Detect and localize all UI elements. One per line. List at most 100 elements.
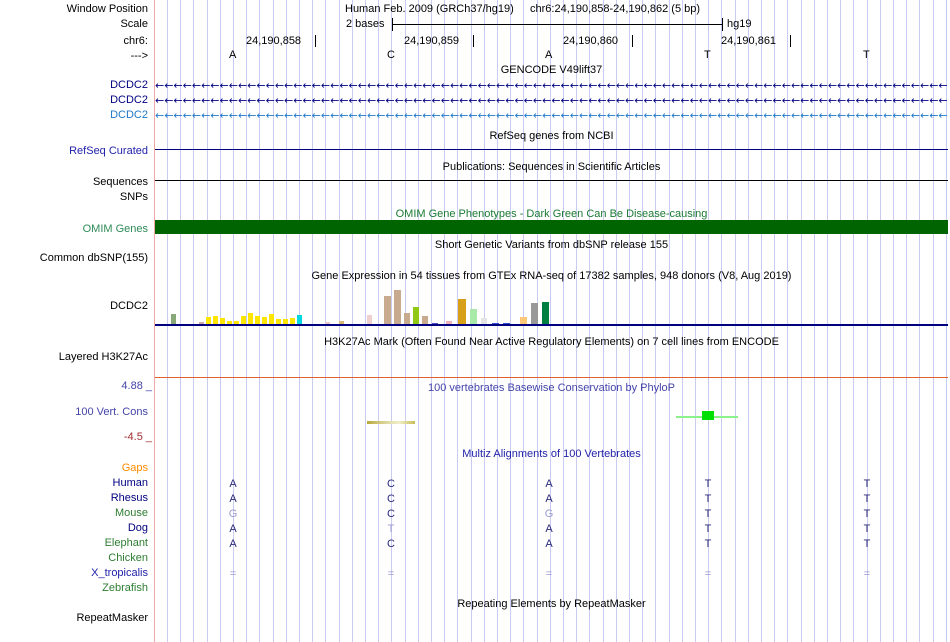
publications-sequences-label[interactable]: Sequences [92, 176, 148, 188]
gtex-tissue-bar[interactable] [413, 307, 419, 325]
gtex-tissue-bar[interactable] [171, 314, 176, 325]
gtex-tissue-bar[interactable] [481, 318, 487, 325]
gtex-tissue-bar[interactable] [248, 313, 253, 325]
gtex-tissue-bar[interactable] [255, 316, 260, 325]
track-title-multiz: Multiz Alignments of 100 Vertebrates [462, 448, 641, 460]
gtex-tissue-bar[interactable] [199, 322, 204, 325]
gencode-transcript-row-1[interactable]: ←←←←←←←←←←←←←←←←←←←←←←←←←←←←←←←←←←←←←←←←… [155, 79, 948, 90]
alignment-base: A [545, 478, 553, 490]
repeatmasker-label[interactable]: RepeatMasker [76, 612, 148, 624]
alignment-base: = [387, 568, 395, 580]
omim-genes-label[interactable]: OMIM Genes [82, 223, 148, 235]
species-label-chicken[interactable]: Chicken [108, 552, 148, 564]
alignment-base: T [863, 523, 871, 535]
scale-tick-right [722, 18, 723, 31]
assembly-title: Human Feb. 2009 (GRCh37/hg19) [345, 3, 514, 15]
gtex-tissue-bar[interactable] [234, 321, 239, 325]
gtex-tissue-bar[interactable] [206, 317, 211, 325]
alignment-base: T [704, 538, 712, 550]
alignment-base: A [229, 493, 237, 505]
gtex-tissue-bar[interactable] [262, 317, 267, 325]
reference-base-3: T [704, 49, 711, 61]
alignment-base: A [229, 523, 237, 535]
species-label-human[interactable]: Human [112, 477, 148, 489]
alignment-base: = [229, 568, 237, 580]
species-label-dog[interactable]: Dog [127, 522, 148, 534]
ruler-tick-label-1: 24,190,859 [404, 35, 460, 47]
gtex-tissue-bar[interactable] [367, 315, 372, 325]
reference-base-2: A [545, 49, 553, 61]
gtex-tissue-bar[interactable] [283, 319, 288, 325]
gtex-tissue-bar[interactable] [213, 316, 218, 325]
alignment-base: = [545, 568, 553, 580]
common-dbsnp-label[interactable]: Common dbSNP(155) [39, 252, 148, 264]
gtex-tissue-bar[interactable] [220, 318, 225, 325]
gtex-tissue-bar[interactable] [227, 321, 232, 325]
gtex-tissue-bar[interactable] [520, 317, 527, 325]
gencode-item-label-1[interactable]: DCDC2 [110, 79, 148, 91]
gtex-tissue-bar[interactable] [422, 316, 428, 325]
gtex-tissue-bar[interactable] [269, 314, 274, 325]
reference-base-1: C [387, 49, 395, 61]
assembly-short-label: hg19 [727, 18, 752, 30]
layered-h3k27ac-label[interactable]: Layered H3K27Ac [58, 351, 148, 363]
alignment-base: A [229, 538, 237, 550]
gencode-item-label-3[interactable]: DCDC2 [110, 109, 148, 121]
alignment-base: T [863, 508, 871, 520]
ruler-tick-mark-1 [473, 35, 474, 47]
reference-base-4: T [863, 49, 870, 61]
track-title-refseq: RefSeq genes from NCBI [489, 130, 614, 142]
phylop-track-label[interactable]: 100 Vert. Cons [75, 406, 148, 418]
track-title-omim: OMIM Gene Phenotypes - Dark Green Can Be… [395, 208, 708, 220]
gtex-tissue-bar[interactable] [458, 299, 466, 325]
gtex-tissue-bar[interactable] [297, 315, 302, 325]
alignment-base: = [863, 568, 871, 580]
left-boundary-line [154, 0, 155, 642]
species-label-mouse[interactable]: Mouse [114, 507, 148, 519]
gtex-tissue-bar[interactable] [404, 313, 410, 325]
gtex-tissue-bar[interactable] [276, 319, 281, 325]
gtex-tissue-bar[interactable] [241, 316, 246, 325]
gtex-tissue-bar[interactable] [339, 321, 344, 325]
species-label-zebrafish[interactable]: Zebrafish [102, 582, 148, 594]
alignment-base: T [387, 523, 395, 535]
alignment-base: T [704, 478, 712, 490]
omim-gene-feature-bar[interactable] [155, 220, 948, 234]
species-label-x_tropicalis[interactable]: X_tropicalis [91, 567, 148, 579]
gtex-tissue-bar[interactable] [542, 302, 549, 325]
refseq-curated-label[interactable]: RefSeq Curated [69, 145, 148, 157]
gtex-tissue-bar[interactable] [394, 290, 401, 325]
alignment-base: G [544, 508, 554, 520]
ruler-tick-mark-3 [790, 35, 791, 47]
alignment-base: = [704, 568, 712, 580]
scale-value: 2 bases [346, 18, 385, 30]
gtex-tissue-bar[interactable] [325, 322, 330, 325]
gencode-item-label-2[interactable]: DCDC2 [110, 94, 148, 106]
gencode-transcript-row-3[interactable]: ←←←←←←←←←←←←←←←←←←←←←←←←←←←←←←←←←←←←←←←←… [155, 109, 948, 120]
gtex-tissue-bar[interactable] [531, 303, 538, 325]
gtex-tissue-bar[interactable] [290, 318, 295, 325]
gaps-label[interactable]: Gaps [121, 462, 148, 474]
alignment-base: A [229, 478, 237, 490]
gencode-transcript-row-2[interactable]: ←←←←←←←←←←←←←←←←←←←←←←←←←←←←←←←←←←←←←←←←… [155, 94, 948, 105]
gtex-baseline [155, 324, 948, 326]
ruler-tick-mark-2 [632, 35, 633, 47]
phylop-negative-score-bar[interactable] [367, 421, 415, 424]
alignment-base: T [704, 508, 712, 520]
species-label-elephant[interactable]: Elephant [104, 537, 148, 549]
gtex-tissue-bar[interactable] [384, 296, 391, 325]
phylop-positive-score-bar[interactable] [702, 411, 714, 420]
gtex-tissue-bar[interactable] [446, 321, 452, 325]
track-title-dbsnp: Short Genetic Variants from dbSNP releas… [434, 239, 669, 251]
gtex-gene-label[interactable]: DCDC2 [110, 300, 148, 312]
publications-snps-label[interactable]: SNPs [119, 191, 148, 203]
publications-feature-line [155, 180, 948, 181]
scale-bar [392, 24, 723, 25]
species-label-rhesus[interactable]: Rhesus [110, 492, 148, 504]
chromosome-label: chr6: [123, 35, 148, 47]
track-title-phylop: 100 vertebrates Basewise Conservation by… [427, 382, 676, 394]
gtex-expression-barchart[interactable] [155, 285, 948, 325]
refseq-feature-line [155, 149, 948, 150]
gtex-tissue-bar[interactable] [470, 309, 477, 325]
